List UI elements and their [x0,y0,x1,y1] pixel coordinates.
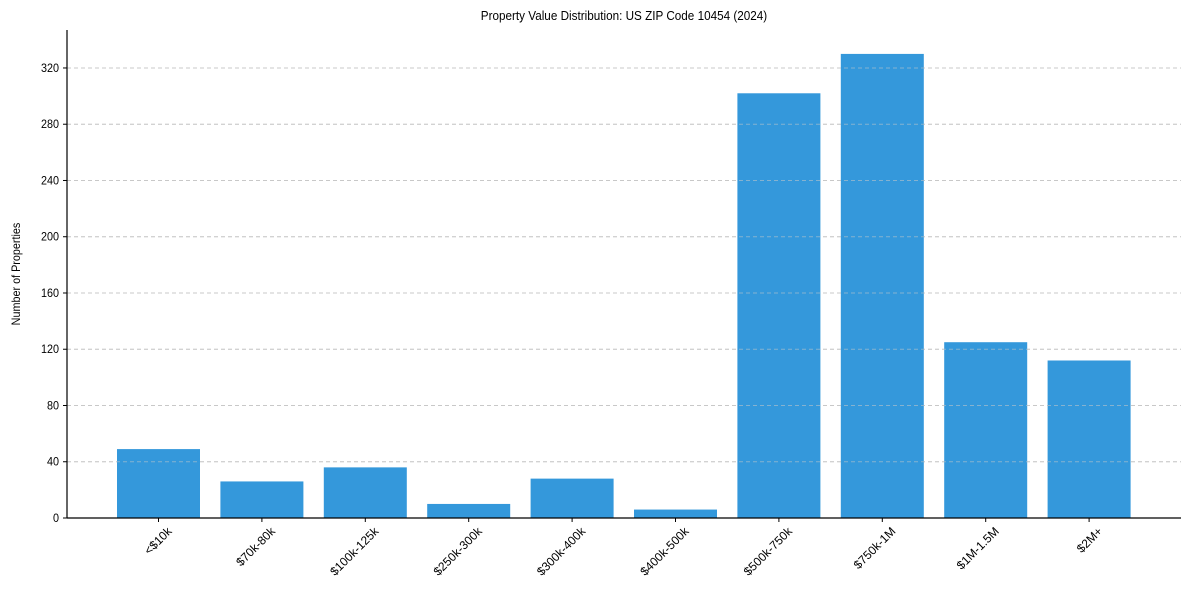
y-tick-label: 240 [41,175,59,188]
x-tick-label: $750k-1M [851,524,899,572]
bar [944,342,1028,518]
bar [117,449,200,518]
x-tick-label: $100k-125k [327,524,382,579]
x-tick-label: $300k-400k [534,524,589,579]
y-tick-label: 40 [47,456,59,469]
y-tick-label: 80 [47,400,59,413]
y-tick-label: 280 [41,119,59,132]
bar [634,509,717,518]
x-axis-ticks: <$10k $70k-80k $100k-125k $250k-300k $300k-4… [141,518,1105,578]
x-tick-label: $70k-80k [233,524,279,570]
x-tick-label: $2M+ [1074,524,1105,555]
bar [840,53,924,519]
bars [117,53,1131,519]
bar [737,93,821,518]
x-tick-label: $500k-750k [741,524,796,579]
bar [530,478,614,518]
bar [323,467,407,518]
chart-title: Property Value Distribution: US ZIP Code… [480,8,768,23]
bar [220,481,304,518]
bar [1047,360,1131,518]
bar [427,503,511,518]
y-tick-label: 160 [41,288,59,301]
x-tick-label: <$10k [141,524,175,558]
y-tick-label: 120 [41,344,59,357]
x-tick-label: $250k-300k [431,524,486,579]
y-axis-ticks: 0 40 80 120 160 200 240 280 320 [41,63,67,526]
axes [66,30,1181,519]
y-tick-label: 0 [53,513,59,526]
x-tick-label: $400k-500k [637,524,692,579]
y-tick-label: 200 [41,231,59,244]
y-tick-label: 320 [41,63,59,76]
gridlines-overlay [67,67,1181,463]
x-tick-label: $1M-1.5M [954,524,1002,572]
